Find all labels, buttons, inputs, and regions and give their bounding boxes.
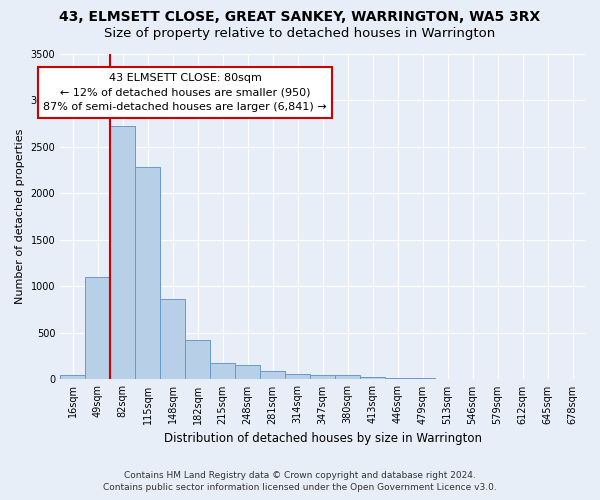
Bar [60,375,85,380]
Bar [85,277,110,380]
Bar [135,168,160,380]
Text: Size of property relative to detached houses in Warrington: Size of property relative to detached ho… [104,28,496,40]
Bar [385,378,410,380]
Bar [335,375,360,380]
Y-axis label: Number of detached properties: Number of detached properties [15,129,25,304]
Bar [360,376,385,380]
Bar [110,126,135,380]
Bar [285,374,310,380]
Bar [310,375,335,380]
Bar [260,371,285,380]
Bar [210,363,235,380]
Text: 43, ELMSETT CLOSE, GREAT SANKEY, WARRINGTON, WA5 3RX: 43, ELMSETT CLOSE, GREAT SANKEY, WARRING… [59,10,541,24]
Text: Contains HM Land Registry data © Crown copyright and database right 2024.
Contai: Contains HM Land Registry data © Crown c… [103,471,497,492]
Bar [410,378,435,380]
Text: 43 ELMSETT CLOSE: 80sqm
← 12% of detached houses are smaller (950)
87% of semi-d: 43 ELMSETT CLOSE: 80sqm ← 12% of detache… [43,72,327,112]
Bar [185,340,210,380]
Bar [160,298,185,380]
Bar [235,364,260,380]
X-axis label: Distribution of detached houses by size in Warrington: Distribution of detached houses by size … [164,432,482,445]
